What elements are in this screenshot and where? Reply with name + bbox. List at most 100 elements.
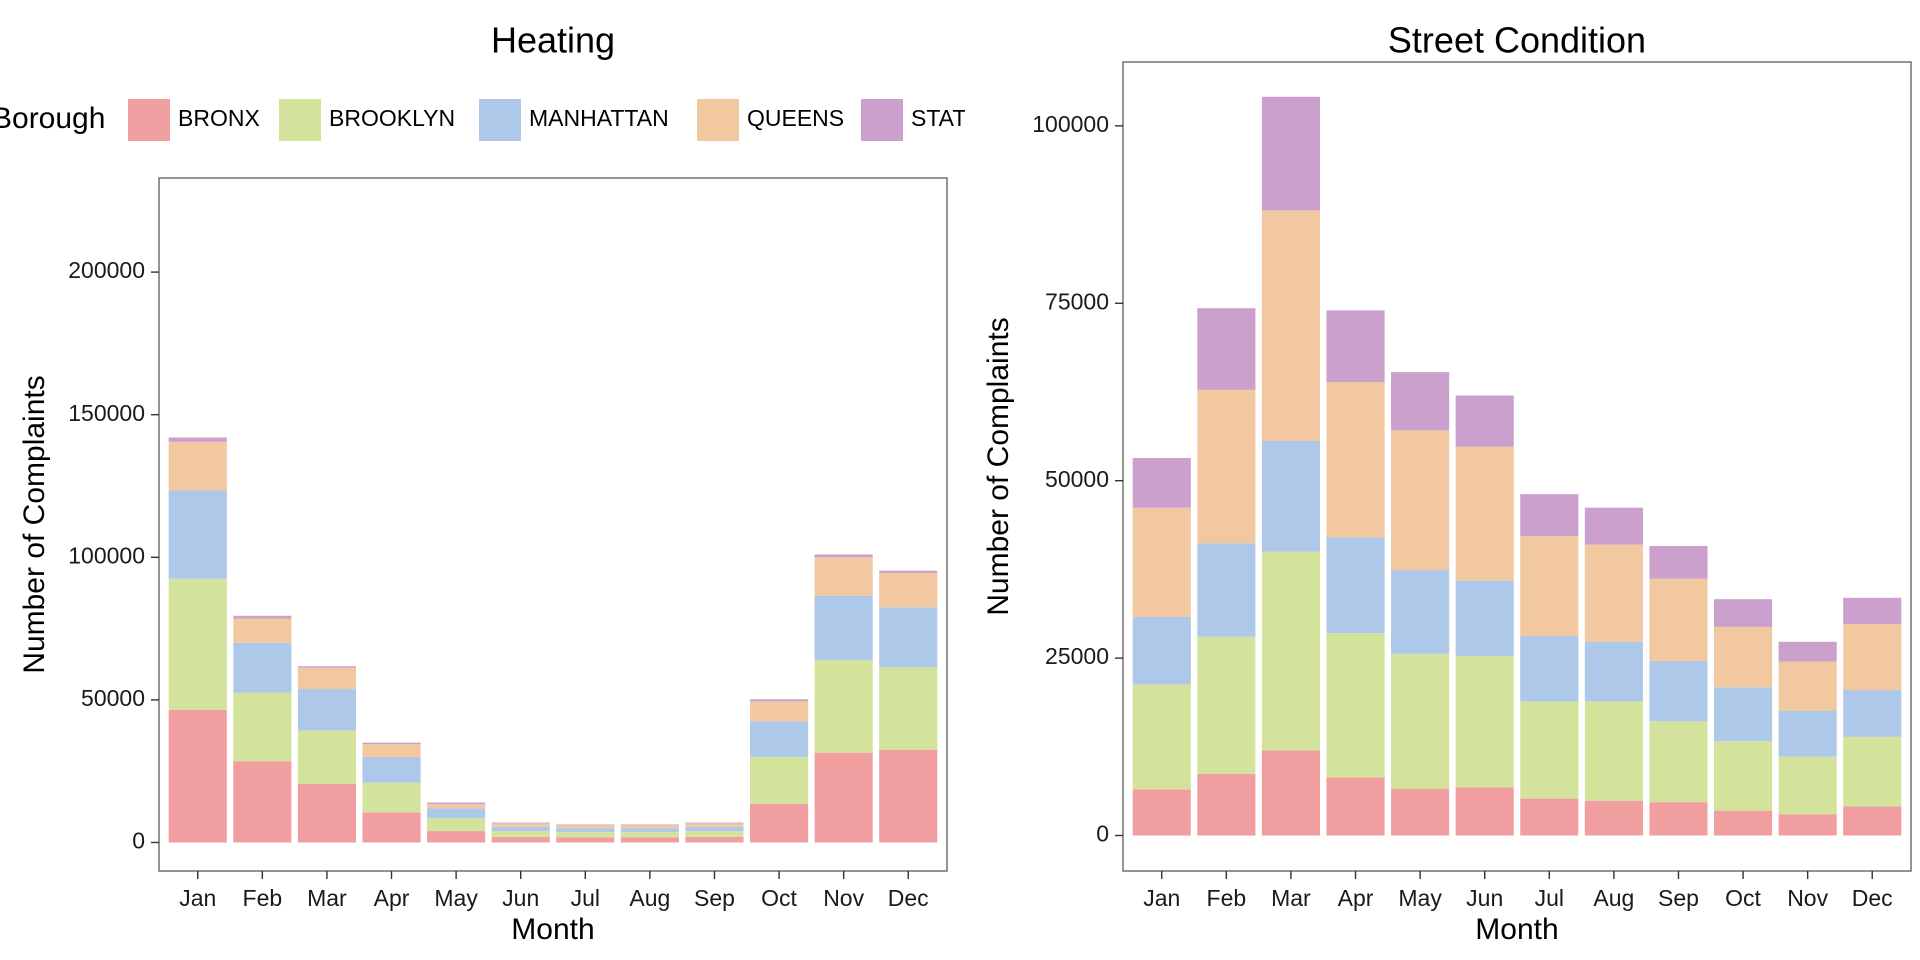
bar-brooklyn-apr (362, 782, 421, 813)
bar-brooklyn-oct (1714, 741, 1773, 811)
bar-manhattan-mar (1261, 440, 1320, 552)
y-tick-label: 0 (132, 828, 145, 854)
bar-queens-dec (879, 572, 938, 608)
bar-staten-island-oct (1714, 599, 1773, 627)
legend-key-queens (697, 99, 739, 141)
bar-brooklyn-nov (1778, 756, 1837, 815)
bar-queens-may (427, 803, 486, 809)
bar-brooklyn-may (427, 818, 486, 832)
bar-bronx-mar (297, 784, 356, 843)
bar-bronx-jun (1455, 787, 1514, 836)
bar-bronx-oct (750, 803, 809, 843)
bar-bronx-nov (1778, 814, 1837, 836)
y-axis-title: Number of Complaints (982, 317, 1015, 615)
x-axis-title: Month (511, 913, 594, 946)
bar-queens-dec (1843, 624, 1902, 691)
bar-manhattan-mar (297, 689, 356, 731)
y-tick-label: 0 (1096, 821, 1109, 847)
bar-staten-island-sep (1649, 545, 1708, 579)
x-tick-label: Jun (1466, 885, 1503, 911)
legend-label-bronx: BRONX (178, 105, 260, 131)
bar-bronx-jul (556, 837, 615, 843)
bar-bronx-apr (362, 812, 421, 843)
x-tick-label: Mar (307, 885, 347, 911)
bar-bronx-sep (1649, 802, 1708, 836)
bar-bronx-may (1391, 788, 1450, 836)
y-tick-label: 100000 (1032, 111, 1109, 137)
x-tick-label: Nov (1787, 885, 1828, 911)
bar-manhattan-aug (620, 828, 679, 833)
bar-manhattan-feb (1197, 543, 1256, 637)
bar-manhattan-oct (1714, 687, 1773, 742)
bar-brooklyn-oct (750, 756, 809, 804)
y-tick-label: 100000 (68, 542, 145, 568)
bar-staten-island-oct (750, 699, 809, 702)
bar-brooklyn-jan (1132, 684, 1191, 790)
bar-queens-sep (1649, 578, 1708, 661)
bar-queens-jun (1455, 446, 1514, 581)
bar-bronx-nov (814, 752, 873, 843)
bar-brooklyn-mar (297, 730, 356, 785)
x-tick-label: Sep (694, 885, 735, 911)
bar-staten-island-jun (491, 822, 550, 824)
bar-manhattan-jan (1132, 616, 1191, 685)
bar-brooklyn-jul (1520, 701, 1579, 799)
x-tick-label: Aug (629, 885, 670, 911)
bar-staten-island-feb (1197, 308, 1256, 390)
legend-label-queens: QUEENS (747, 105, 844, 131)
bar-brooklyn-dec (1843, 736, 1902, 807)
bar-staten-island-nov (1778, 641, 1837, 662)
legend-label-staten-island: STATEN ISLAND (911, 105, 1088, 131)
legend-key-bronx (128, 99, 170, 141)
bar-brooklyn-aug (620, 832, 679, 838)
bar-brooklyn-jun (1455, 655, 1514, 788)
bar-bronx-aug (1584, 800, 1643, 836)
bar-bronx-jan (1132, 789, 1191, 836)
x-tick-label: May (1398, 885, 1442, 911)
bar-staten-island-sep (685, 822, 744, 824)
bars (1132, 96, 1902, 836)
bar-bronx-dec (1843, 806, 1902, 836)
bar-brooklyn-sep (1649, 721, 1708, 803)
bar-queens-oct (1714, 626, 1773, 688)
bar-manhattan-may (1391, 570, 1450, 654)
bar-manhattan-nov (1778, 710, 1837, 757)
x-tick-label: Oct (761, 885, 797, 911)
bar-bronx-dec (879, 749, 938, 843)
bar-manhattan-oct (750, 721, 809, 757)
bar-queens-aug (1584, 544, 1643, 642)
bar-queens-nov (814, 557, 873, 596)
x-tick-label: Apr (374, 885, 410, 911)
bar-bronx-jan (168, 709, 227, 843)
bar-staten-island-nov (814, 554, 873, 558)
bar-queens-jul (556, 825, 615, 829)
bar-bronx-apr (1326, 777, 1385, 836)
bar-brooklyn-aug (1584, 701, 1643, 801)
bar-bronx-sep (685, 836, 744, 843)
bar-staten-island-mar (1261, 96, 1320, 211)
bar-staten-island-jan (1132, 457, 1191, 508)
bar-brooklyn-sep (685, 831, 744, 837)
bar-brooklyn-apr (1326, 633, 1385, 778)
bar-queens-may (1391, 430, 1450, 571)
bar-bronx-oct (1714, 810, 1773, 836)
bar-manhattan-dec (1843, 690, 1902, 737)
bar-queens-mar (1261, 210, 1320, 441)
panel-border (158, 177, 948, 872)
bar-staten-island-jan (168, 437, 227, 442)
legend-key-brooklyn (279, 99, 321, 141)
bar-staten-island-jun (1455, 395, 1514, 447)
bar-staten-island-aug (1584, 507, 1643, 545)
x-tick-label: May (434, 885, 478, 911)
bar-brooklyn-jan (168, 578, 227, 710)
bars (168, 437, 938, 843)
x-tick-label: Sep (1658, 885, 1699, 911)
y-tick-label: 150000 (68, 400, 145, 426)
bar-manhattan-jun (491, 826, 550, 832)
bar-queens-aug (620, 825, 679, 829)
legend-key-manhattan (479, 99, 521, 141)
bar-queens-apr (362, 744, 421, 757)
y-tick-label: 50000 (1045, 466, 1109, 492)
bar-brooklyn-jul (556, 832, 615, 838)
